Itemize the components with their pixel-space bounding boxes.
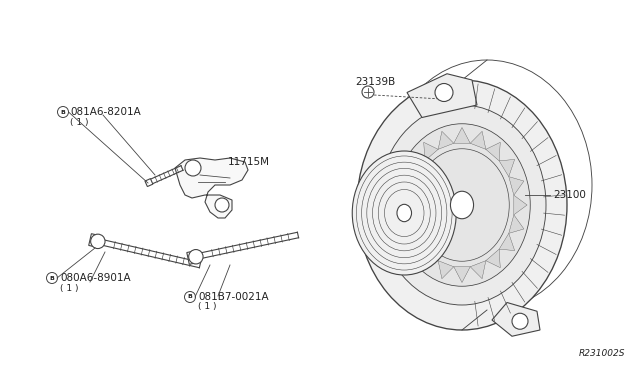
Polygon shape <box>499 233 515 251</box>
Circle shape <box>185 160 201 176</box>
Polygon shape <box>175 158 248 218</box>
Text: ( 1 ): ( 1 ) <box>60 283 79 292</box>
Text: 11715M: 11715M <box>228 157 270 167</box>
Polygon shape <box>470 131 486 149</box>
Text: 23100: 23100 <box>553 190 586 200</box>
Text: ( 1 ): ( 1 ) <box>198 302 216 311</box>
Polygon shape <box>400 215 415 233</box>
Circle shape <box>512 313 528 329</box>
Polygon shape <box>454 267 470 282</box>
Ellipse shape <box>352 151 456 275</box>
Polygon shape <box>407 74 477 118</box>
Polygon shape <box>438 261 454 279</box>
Polygon shape <box>499 160 515 177</box>
Polygon shape <box>410 233 425 251</box>
Ellipse shape <box>397 204 412 222</box>
Text: B: B <box>61 109 65 115</box>
Circle shape <box>215 198 229 212</box>
Ellipse shape <box>451 191 474 219</box>
Polygon shape <box>400 177 415 195</box>
Circle shape <box>184 292 195 302</box>
Text: 23139B: 23139B <box>355 77 396 87</box>
Circle shape <box>91 234 105 248</box>
Polygon shape <box>397 195 410 215</box>
Text: 080A6-8901A: 080A6-8901A <box>60 273 131 283</box>
Text: 081B7-0021A: 081B7-0021A <box>198 292 269 302</box>
Polygon shape <box>89 234 99 247</box>
Ellipse shape <box>394 124 531 286</box>
Ellipse shape <box>357 80 567 330</box>
Polygon shape <box>145 179 153 186</box>
Text: ( 1 ): ( 1 ) <box>70 118 88 126</box>
Circle shape <box>58 106 68 118</box>
Polygon shape <box>486 142 500 161</box>
Polygon shape <box>187 251 197 264</box>
Polygon shape <box>438 131 454 149</box>
Polygon shape <box>410 160 425 177</box>
Polygon shape <box>486 249 500 268</box>
Polygon shape <box>509 177 524 195</box>
Circle shape <box>47 273 58 283</box>
Text: 081A6-8201A: 081A6-8201A <box>70 107 141 117</box>
Polygon shape <box>509 215 524 233</box>
Text: R231002S: R231002S <box>579 349 625 358</box>
Text: B: B <box>49 276 54 280</box>
Circle shape <box>435 83 453 102</box>
Circle shape <box>189 250 203 264</box>
Polygon shape <box>514 195 527 215</box>
Ellipse shape <box>378 105 546 305</box>
Circle shape <box>362 86 374 98</box>
Polygon shape <box>470 261 486 279</box>
Polygon shape <box>492 302 540 336</box>
Polygon shape <box>424 249 438 268</box>
Polygon shape <box>454 128 470 143</box>
Text: B: B <box>188 295 193 299</box>
Polygon shape <box>424 142 438 161</box>
